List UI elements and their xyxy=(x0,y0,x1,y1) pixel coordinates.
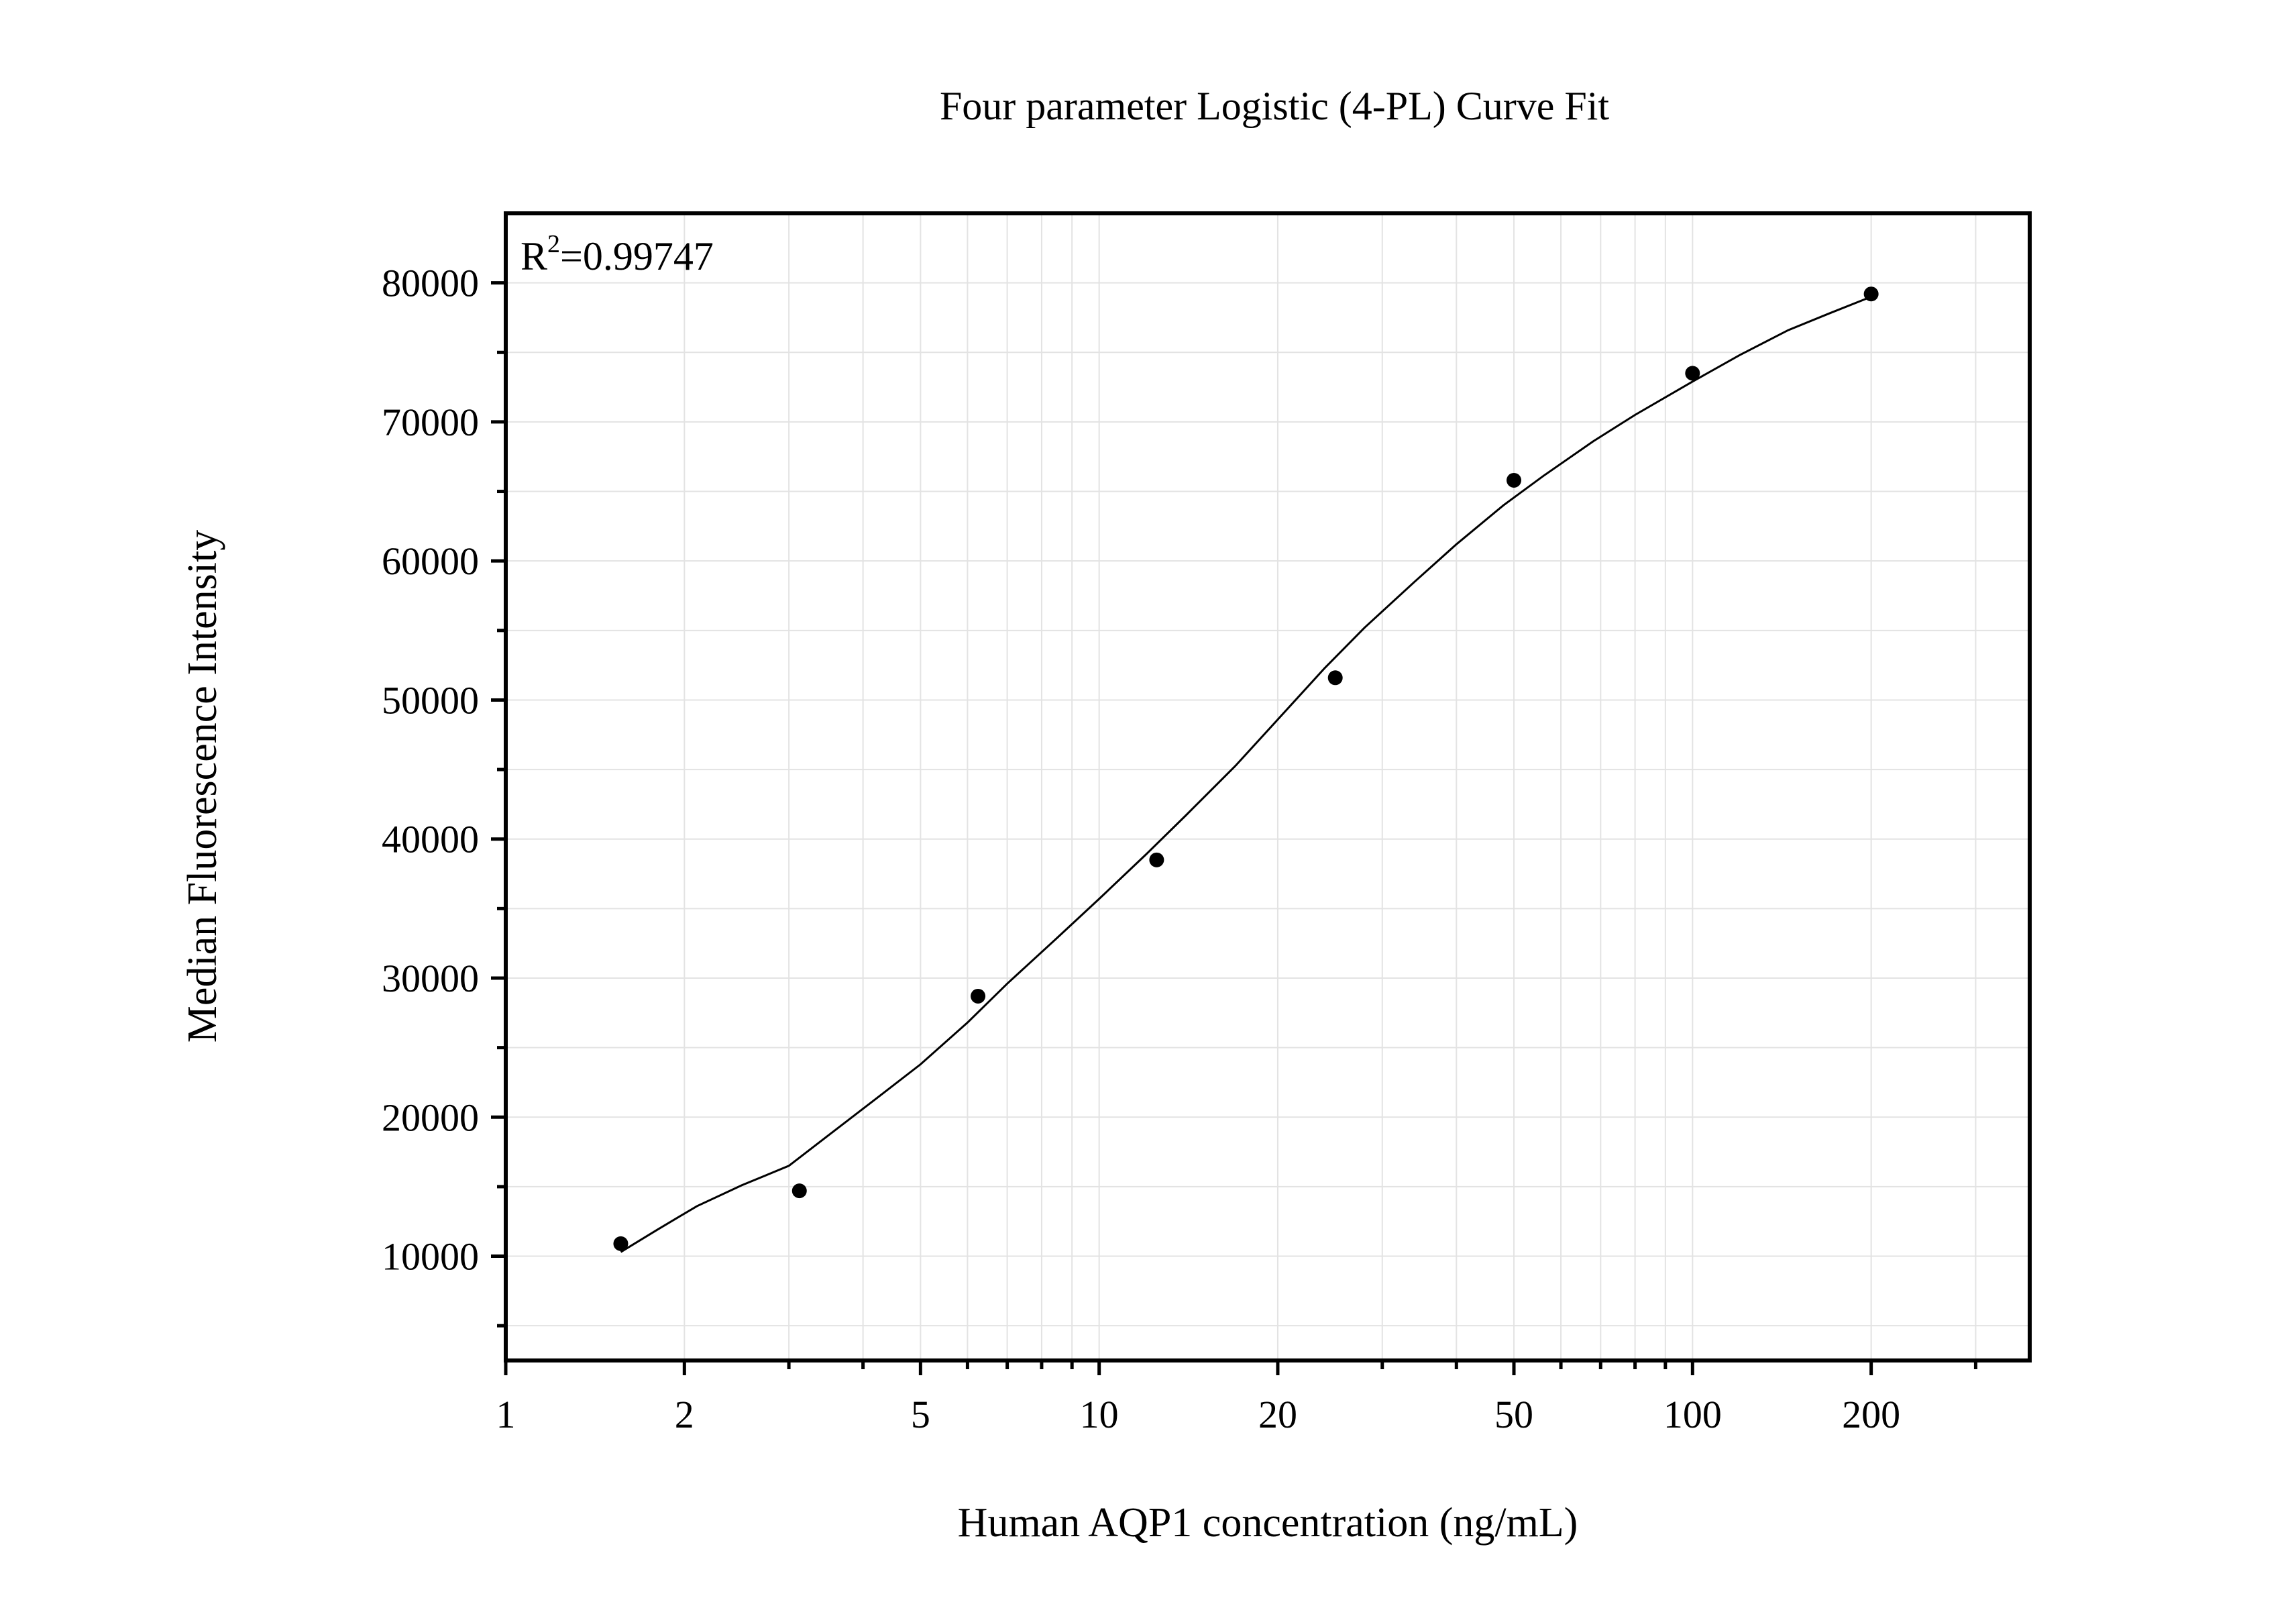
x-tick-label: 200 xyxy=(1842,1393,1900,1436)
x-tick-label: 10 xyxy=(1080,1393,1119,1436)
data-point xyxy=(1685,366,1700,381)
y-tick-label: 80000 xyxy=(382,262,479,305)
r-squared-annotation: R2=0.99747 xyxy=(521,230,714,278)
data-point xyxy=(1327,670,1343,686)
data-point xyxy=(1507,472,1522,488)
data-points xyxy=(613,286,1879,1251)
r-squared-value: =0.99747 xyxy=(560,234,714,278)
x-axis-title: Human AQP1 concentration (ng/mL) xyxy=(958,1500,1578,1546)
y-tick-label: 40000 xyxy=(382,818,479,861)
x-tick-label: 20 xyxy=(1258,1393,1297,1436)
x-tick-labels: 1 2 5 10 20 50 100 200 xyxy=(496,1393,1901,1436)
x-tick-label: 2 xyxy=(675,1393,694,1436)
chart-title: Four parameter Logistic (4-PL) Curve Fit xyxy=(940,84,1609,128)
data-point xyxy=(613,1236,628,1251)
data-point xyxy=(1149,852,1164,867)
data-point xyxy=(971,988,986,1004)
y-tick-label: 60000 xyxy=(382,539,479,583)
x-tick-label: 1 xyxy=(496,1393,516,1436)
y-tick-label: 20000 xyxy=(382,1095,479,1139)
y-tick-label: 70000 xyxy=(382,400,479,444)
y-tick-label: 30000 xyxy=(382,957,479,1000)
x-tick-label: 50 xyxy=(1494,1393,1533,1436)
y-tick-label: 50000 xyxy=(382,678,479,722)
grid xyxy=(506,213,2030,1360)
x-tick-label: 100 xyxy=(1663,1393,1722,1436)
y-tick-labels: 10000 20000 30000 40000 50000 60000 70000 80000 xyxy=(382,262,479,1279)
data-point xyxy=(791,1183,807,1199)
r-squared-base: R xyxy=(521,234,547,278)
axis-ticks xyxy=(491,281,1977,1375)
fit-curve xyxy=(620,296,1872,1253)
data-point xyxy=(1863,286,1879,302)
plot-frame xyxy=(504,211,2032,1362)
x-tick-label: 5 xyxy=(911,1393,930,1436)
y-axis-title: Median Fluorescence Intensity xyxy=(180,530,225,1042)
y-tick-label: 10000 xyxy=(382,1235,479,1279)
r-squared-exponent: 2 xyxy=(547,230,560,258)
